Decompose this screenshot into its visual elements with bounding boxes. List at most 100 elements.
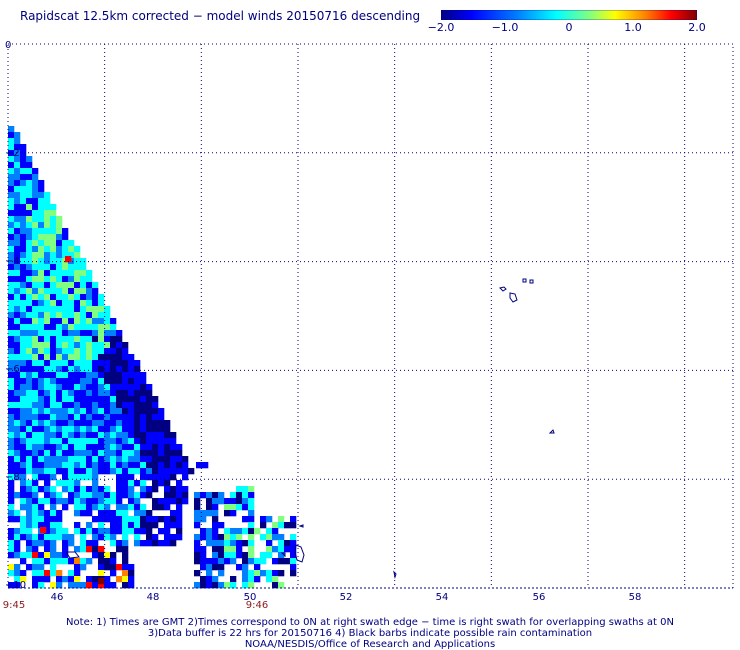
wind-cell [176, 486, 183, 493]
wind-cell [62, 558, 69, 565]
island-comoros [529, 279, 534, 284]
wind-cell [56, 384, 63, 391]
wind-cell [152, 438, 159, 445]
wind-cell [116, 450, 123, 457]
wind-cell [20, 384, 27, 391]
wind-cell [14, 516, 21, 523]
wind-cell [44, 462, 51, 469]
wind-cell [38, 240, 45, 247]
wind-cell [20, 306, 27, 313]
wind-cell [152, 396, 159, 403]
wind-cell [68, 480, 75, 487]
wind-cell [200, 534, 207, 541]
wind-cell [242, 492, 249, 499]
wind-cell [164, 444, 171, 451]
wind-cell [44, 480, 51, 487]
wind-cell [44, 198, 51, 205]
wind-cell [26, 516, 33, 523]
wind-cell [38, 558, 45, 565]
wind-cell [20, 360, 27, 367]
wind-cell [122, 546, 129, 553]
wind-cell [92, 576, 99, 583]
wind-cell [74, 270, 81, 277]
wind-cell [80, 564, 87, 571]
wind-cell [86, 438, 93, 445]
wind-cell [14, 180, 21, 187]
wind-cell [80, 444, 87, 451]
wind-cell [128, 378, 135, 385]
wind-cell [92, 324, 99, 331]
wind-cell [92, 498, 99, 505]
wind-cell [146, 516, 153, 523]
wind-cell [38, 282, 45, 289]
wind-cell [56, 306, 63, 313]
wind-cell [32, 492, 39, 499]
wind-cell [50, 558, 57, 565]
wind-cell [44, 516, 51, 523]
wind-cell [146, 408, 153, 415]
wind-cell [116, 576, 123, 583]
wind-cell [224, 582, 231, 589]
wind-cell [26, 420, 33, 427]
wind-cell [92, 294, 99, 301]
wind-cell [68, 348, 75, 355]
wind-cell [266, 570, 273, 577]
wind-cell [26, 372, 33, 379]
wind-cell [62, 288, 69, 295]
wind-cell [14, 132, 21, 139]
wind-cell [122, 480, 129, 487]
wind-cell [44, 294, 51, 301]
wind-cell [32, 258, 39, 265]
wind-cell [134, 540, 141, 547]
wind-cell [26, 432, 33, 439]
wind-cell [110, 468, 117, 475]
wind-cell [8, 390, 15, 397]
wind-cell [32, 534, 39, 541]
wind-cell [278, 546, 285, 553]
wind-cell [56, 402, 63, 409]
wind-cell [110, 582, 117, 589]
wind-cell [260, 522, 267, 529]
wind-cell [38, 474, 45, 481]
wind-cell [212, 576, 219, 583]
wind-cell [32, 288, 39, 295]
wind-cell [224, 504, 231, 511]
wind-cell [74, 282, 81, 289]
wind-cell [50, 426, 57, 433]
wind-cell [14, 348, 21, 355]
wind-cell [146, 468, 153, 475]
wind-cell [80, 546, 87, 553]
wind-cell [110, 324, 117, 331]
wind-cell [14, 432, 21, 439]
wind-cell [20, 246, 27, 253]
swath-time-label: 9:45 [2, 600, 26, 611]
wind-cell [242, 558, 249, 565]
wind-cell [98, 510, 105, 517]
wind-cell [62, 480, 69, 487]
wind-cell [44, 306, 51, 313]
wind-cell [50, 216, 57, 223]
wind-cell [86, 450, 93, 457]
wind-cell [26, 528, 33, 535]
wind-cell [20, 486, 27, 493]
wind-cell [158, 444, 165, 451]
wind-cell [146, 414, 153, 421]
wind-cell [80, 534, 87, 541]
wind-cell [224, 552, 231, 559]
wind-cell [20, 504, 27, 511]
wind-cell [74, 570, 81, 577]
wind-cell [122, 414, 129, 421]
wind-cell [38, 258, 45, 265]
wind-cell [116, 330, 123, 337]
wind-cell [206, 498, 213, 505]
wind-cell [248, 540, 255, 547]
wind-cell [134, 366, 141, 373]
wind-cell [62, 468, 69, 475]
wind-cell [74, 528, 81, 535]
wind-cell [140, 414, 147, 421]
wind-cell [134, 462, 141, 469]
wind-cell [8, 498, 15, 505]
wind-cell [230, 540, 237, 547]
wind-cell [26, 318, 33, 325]
wind-cell [26, 450, 33, 457]
